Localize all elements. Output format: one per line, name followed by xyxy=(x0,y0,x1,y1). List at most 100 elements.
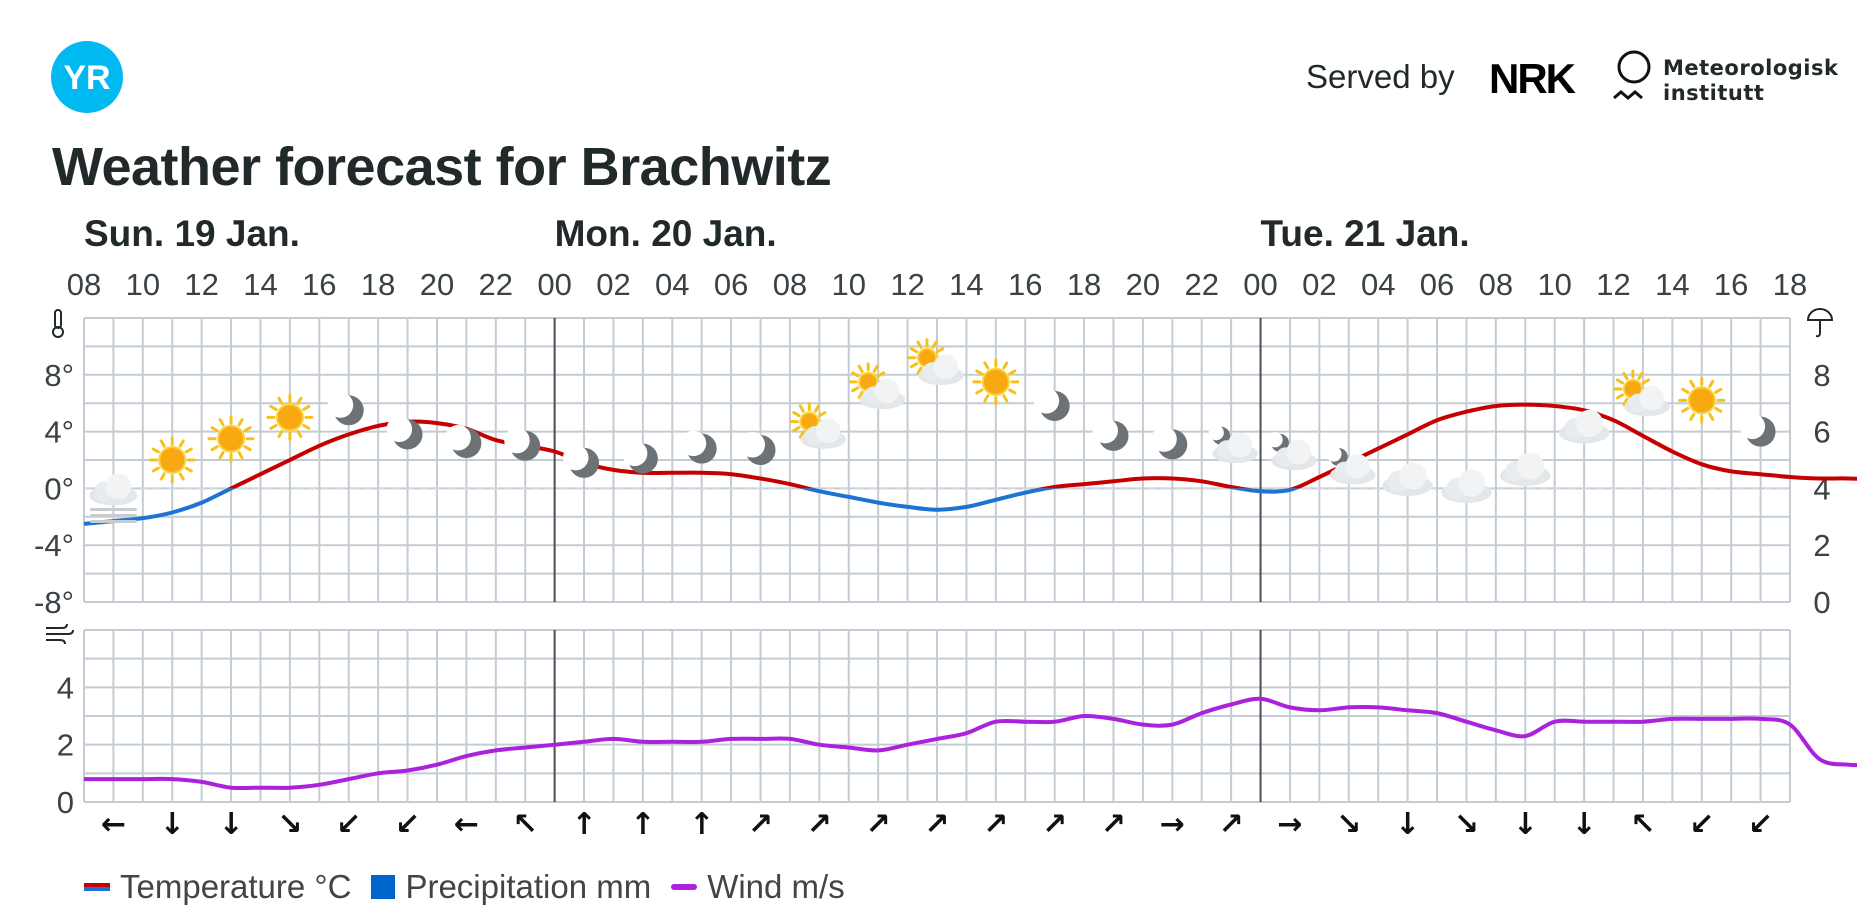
moon-icon xyxy=(1151,426,1188,460)
hour-tick-label: 02 xyxy=(1302,267,1336,302)
partly-cloudy-night-icon xyxy=(1208,425,1258,464)
wind-direction-arrow: ↓ xyxy=(1513,807,1538,842)
legend-precipitation-swatch xyxy=(371,875,396,899)
sun-icon xyxy=(148,436,196,484)
temperature-tick-label: -4° xyxy=(34,528,74,563)
wind-direction-arrow: ↗ xyxy=(866,807,891,842)
legend-temperature-swatch xyxy=(84,883,110,891)
wind-direction-arrow: ↖ xyxy=(513,807,538,842)
hour-tick-label: 16 xyxy=(1008,267,1042,302)
wind-direction-arrow: ↗ xyxy=(807,807,832,842)
partly-cloudy-day-icon xyxy=(1613,369,1670,417)
precipitation-tick-label: 6 xyxy=(1813,415,1830,450)
wind-direction-arrow: ↙ xyxy=(1748,807,1773,842)
nrk-logo: NRK xyxy=(1489,60,1578,96)
page-title: Weather forecast for Brachwitz xyxy=(52,137,832,197)
temperature-tick-label: 4° xyxy=(44,415,74,450)
day-label: Sun. 19 Jan. xyxy=(84,213,300,254)
wind-direction-arrow: → xyxy=(1277,807,1302,842)
temperature-line-positive xyxy=(226,402,1857,489)
hour-tick-label: 04 xyxy=(1361,267,1395,302)
fog-cloud-icon xyxy=(89,473,138,523)
wind-direction-arrow: ↗ xyxy=(1101,807,1126,842)
wind-direction-arrow: ↓ xyxy=(218,807,243,842)
yr-logo: YR xyxy=(51,41,123,113)
wind-direction-arrow: ↗ xyxy=(748,807,773,842)
precipitation-tick-label: 8 xyxy=(1813,358,1830,393)
legend-wind-label: Wind m/s xyxy=(707,868,845,905)
cloud-icon xyxy=(1558,409,1610,444)
day-label: Mon. 20 Jan. xyxy=(555,213,777,254)
wind-direction-arrow: ↗ xyxy=(983,807,1008,842)
legend-temperature-label: Temperature °C xyxy=(120,868,352,905)
moon-icon xyxy=(1033,388,1070,422)
hour-tick-label: 16 xyxy=(302,267,336,302)
wind-direction-arrow: ↑ xyxy=(689,807,714,842)
umbrella-icon xyxy=(1806,308,1834,338)
hour-tick-label: 12 xyxy=(1596,267,1630,302)
wind-direction-arrow: ↑ xyxy=(630,807,655,842)
wind-direction-arrow: ↘ xyxy=(277,807,302,842)
sun-icon xyxy=(972,358,1020,406)
hour-tick-label: 00 xyxy=(537,267,571,302)
wind-direction-arrow: ↑ xyxy=(571,807,596,842)
nrk-logo-text: NRK xyxy=(1489,60,1576,96)
wind-direction-arrow: ↙ xyxy=(336,807,361,842)
hour-tick-label: 08 xyxy=(1479,267,1513,302)
met-name-line1: Meteorologisk xyxy=(1663,56,1839,80)
moon-icon xyxy=(327,392,364,426)
temperature-tick-label: 8° xyxy=(44,358,74,393)
met-institute-logo xyxy=(1613,50,1651,100)
wind-direction-arrow: ← xyxy=(454,807,479,842)
hour-tick-label: 06 xyxy=(714,267,748,302)
wind-direction-arrow: ↘ xyxy=(1336,807,1361,842)
moon-icon xyxy=(680,430,717,464)
sun-icon xyxy=(266,393,314,441)
sun-icon xyxy=(1678,376,1726,424)
partly-cloudy-night-icon xyxy=(1267,432,1317,471)
thermometer-icon xyxy=(52,309,64,338)
precipitation-tick-label: 0 xyxy=(1813,585,1830,620)
partly-cloudy-day-icon xyxy=(907,338,964,385)
day-label: Tue. 21 Jan. xyxy=(1261,213,1470,254)
wind-direction-arrow: ↓ xyxy=(1572,807,1597,842)
moon-icon xyxy=(504,427,541,461)
wind-direction-arrow: ← xyxy=(101,807,126,842)
legend-precipitation-label: Precipitation mm xyxy=(405,868,652,905)
wind-direction-arrow: ↙ xyxy=(1689,807,1714,842)
wind-tick-label: 4 xyxy=(57,670,74,705)
hour-tick-label: 10 xyxy=(832,267,866,302)
hour-tick-label: 10 xyxy=(1537,267,1571,302)
hour-tick-label: 00 xyxy=(1243,267,1277,302)
wind-icon xyxy=(46,623,74,645)
moon-icon xyxy=(739,432,776,466)
hour-tick-label: 04 xyxy=(655,267,689,302)
hour-tick-label: 18 xyxy=(361,267,395,302)
cloud-icon xyxy=(1500,452,1551,487)
hour-tick-label: 22 xyxy=(1184,267,1218,302)
hour-tick-label: 08 xyxy=(67,267,101,302)
wind-direction-arrow: ↙ xyxy=(395,807,420,842)
wind-line xyxy=(84,696,1857,791)
legend-temperature: Temperature °C xyxy=(84,868,351,906)
wind-direction-arrow: ↘ xyxy=(1454,807,1479,842)
hour-tick-label: 14 xyxy=(243,267,277,302)
moon-icon xyxy=(1092,417,1129,451)
wind-tick-label: 0 xyxy=(57,785,74,820)
yr-logo-circle xyxy=(51,41,123,113)
legend-wind: Wind m/s xyxy=(671,868,845,906)
chart-legend: Temperature °C Precipitation mm Wind m/s xyxy=(84,868,865,906)
hour-tick-label: 12 xyxy=(890,267,924,302)
hour-tick-label: 14 xyxy=(1655,267,1689,302)
hour-tick-label: 12 xyxy=(184,267,218,302)
cloud-icon xyxy=(1441,469,1492,504)
wind-direction-arrow: → xyxy=(1160,807,1185,842)
hour-tick-label: 10 xyxy=(126,267,160,302)
met-name-line2: institutt xyxy=(1663,81,1765,105)
yr-logo-text: YR xyxy=(63,59,110,97)
wind-direction-arrow: ↖ xyxy=(1630,807,1655,842)
hour-tick-label: 06 xyxy=(1420,267,1454,302)
hour-tick-label: 22 xyxy=(479,267,513,302)
temperature-tick-label: -8° xyxy=(34,585,74,620)
